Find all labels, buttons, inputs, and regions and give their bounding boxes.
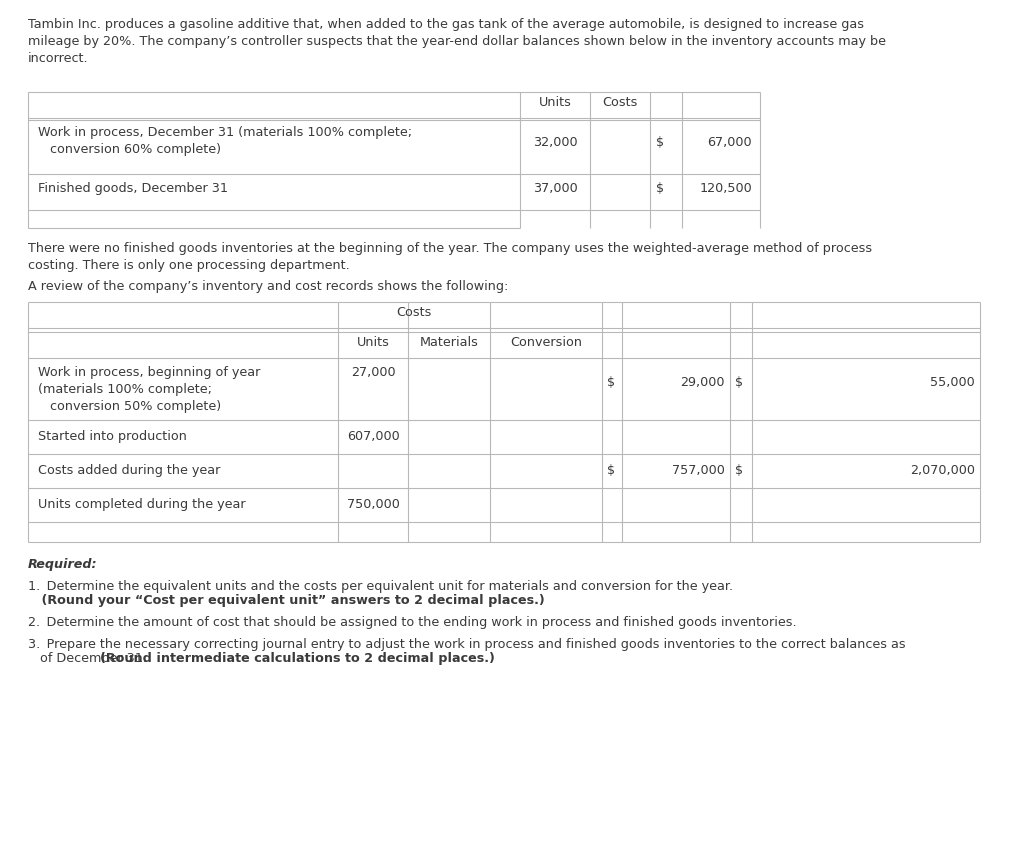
Text: Units: Units bbox=[357, 336, 390, 349]
Text: 757,000: 757,000 bbox=[672, 464, 725, 477]
Text: $: $ bbox=[735, 464, 743, 477]
Text: 2. Determine the amount of cost that should be assigned to the ending work in pr: 2. Determine the amount of cost that sho… bbox=[28, 616, 797, 629]
Text: 2,070,000: 2,070,000 bbox=[910, 464, 975, 477]
Text: Units completed during the year: Units completed during the year bbox=[38, 498, 246, 511]
Text: 55,000: 55,000 bbox=[930, 376, 975, 389]
Text: (Round intermediate calculations to 2 decimal places.): (Round intermediate calculations to 2 de… bbox=[100, 652, 494, 665]
Text: 607,000: 607,000 bbox=[346, 430, 399, 443]
Text: 3. Prepare the necessary correcting journal entry to adjust the work in process : 3. Prepare the necessary correcting jour… bbox=[28, 638, 906, 651]
Text: $: $ bbox=[656, 182, 664, 195]
Text: Materials: Materials bbox=[419, 336, 478, 349]
Text: 37,000: 37,000 bbox=[533, 182, 578, 195]
Text: $: $ bbox=[735, 376, 743, 389]
Text: Costs: Costs bbox=[602, 96, 637, 109]
Text: A review of the company’s inventory and cost records shows the following:: A review of the company’s inventory and … bbox=[28, 280, 509, 293]
Text: $: $ bbox=[607, 376, 615, 389]
Text: 27,000: 27,000 bbox=[351, 366, 396, 379]
Text: Work in process, beginning of year
(materials 100% complete;
   conversion 50% c: Work in process, beginning of year (mate… bbox=[38, 366, 260, 413]
Text: 29,000: 29,000 bbox=[681, 376, 725, 389]
Text: Tambin Inc. produces a gasoline additive that, when added to the gas tank of the: Tambin Inc. produces a gasoline additive… bbox=[28, 18, 886, 65]
Text: 67,000: 67,000 bbox=[707, 136, 752, 149]
Text: of December 31.: of December 31. bbox=[28, 652, 151, 665]
Text: Units: Units bbox=[539, 96, 572, 109]
Text: Costs added during the year: Costs added during the year bbox=[38, 464, 220, 477]
Text: Conversion: Conversion bbox=[510, 336, 582, 349]
Text: There were no finished goods inventories at the beginning of the year. The compa: There were no finished goods inventories… bbox=[28, 242, 872, 272]
Text: Finished goods, December 31: Finished goods, December 31 bbox=[38, 182, 228, 195]
Text: 32,000: 32,000 bbox=[533, 136, 578, 149]
Text: 750,000: 750,000 bbox=[346, 498, 400, 511]
Text: Started into production: Started into production bbox=[38, 430, 187, 443]
Text: 1. Determine the equivalent units and the costs per equivalent unit for material: 1. Determine the equivalent units and th… bbox=[28, 580, 737, 593]
Text: $: $ bbox=[656, 136, 664, 149]
Text: (Round your “Cost per equivalent unit” answers to 2 decimal places.): (Round your “Cost per equivalent unit” a… bbox=[28, 594, 545, 607]
Text: $: $ bbox=[607, 464, 615, 477]
Text: Costs: Costs bbox=[397, 306, 432, 319]
Text: Work in process, December 31 (materials 100% complete;
   conversion 60% complet: Work in process, December 31 (materials … bbox=[38, 126, 412, 156]
Text: Required:: Required: bbox=[28, 558, 98, 571]
Text: 120,500: 120,500 bbox=[699, 182, 752, 195]
